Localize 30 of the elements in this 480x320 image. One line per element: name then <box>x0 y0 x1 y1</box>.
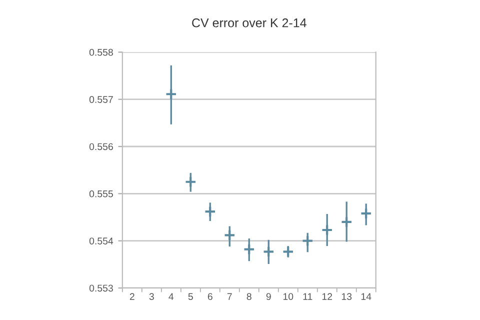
point <box>204 206 216 218</box>
x-tick-label: 2 <box>130 293 134 300</box>
y-tick-label: 0.558 <box>89 48 113 56</box>
y-tick-label: 0.557 <box>89 96 113 103</box>
point <box>165 88 178 100</box>
y-tick-label: 0.556 <box>89 143 113 150</box>
x-tick-label: 5 <box>188 293 193 300</box>
x-tick-label: 11 <box>303 293 312 300</box>
x-tick-label: 6 <box>208 293 212 300</box>
x-tick-label: 14 <box>361 293 372 300</box>
point <box>184 176 197 188</box>
x-tick-label: 12 <box>322 293 332 300</box>
x-tick-label: 10 <box>283 293 294 300</box>
x-tick-label: 9 <box>266 293 271 300</box>
x-tick-label: 7 <box>227 293 232 300</box>
y-tick-label: 0.554 <box>89 238 114 244</box>
y-tick-label: 0.553 <box>89 284 113 292</box>
point <box>360 208 372 220</box>
point <box>321 224 334 236</box>
chart-title: CV error over K 2-14 <box>192 18 306 28</box>
x-tick-label: 13 <box>342 293 352 300</box>
point <box>262 246 275 258</box>
point <box>282 246 294 258</box>
x-tick-label: 4 <box>168 293 174 300</box>
point <box>340 216 353 228</box>
x-tick-label: 3 <box>149 293 154 300</box>
point <box>243 243 256 256</box>
point <box>224 229 236 242</box>
y-tick-label: 0.555 <box>89 190 113 198</box>
x-tick-label: 8 <box>246 293 252 300</box>
